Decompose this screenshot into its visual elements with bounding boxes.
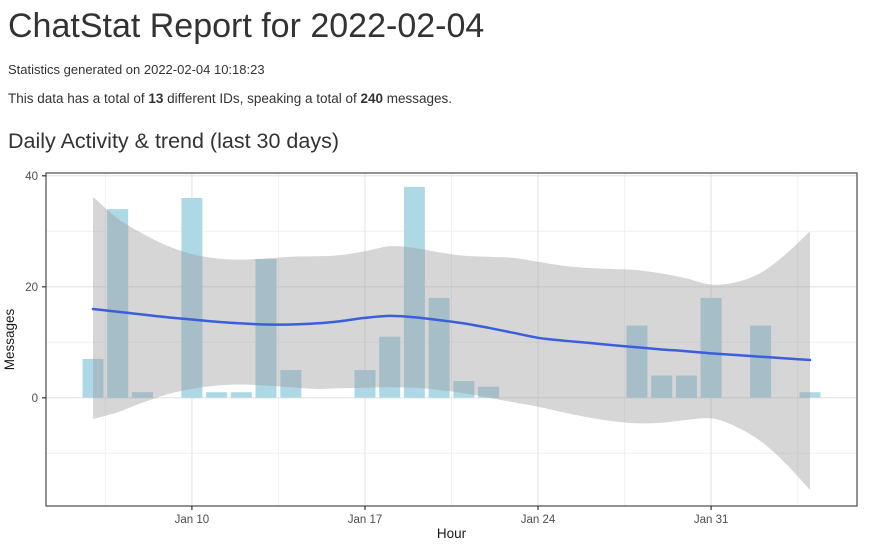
- x-tick-label: Jan 31: [694, 514, 729, 526]
- summary-middle: different IDs, speaking a total of: [163, 91, 361, 106]
- summary-id-count: 13: [148, 91, 164, 106]
- y-tick-label: 0: [32, 393, 38, 405]
- daily-activity-chart: Jan 10 Jan 17 Jan 24 Jan 31 0 20 40 Hour Message…: [2, 171, 858, 541]
- activity-bar: [354, 370, 376, 398]
- chart-container: Jan 10 Jan 17 Jan 24 Jan 31 0 20 40 Hour Message…: [0, 160, 874, 545]
- activity-bar: [107, 209, 129, 398]
- activity-bar: [675, 375, 697, 398]
- y-axis-title: Messages: [2, 308, 17, 370]
- generated-timestamp: Statistics generated on 2022-02-04 10:18…: [8, 62, 265, 77]
- summary-prefix: This data has a total of: [8, 91, 149, 106]
- report-page: ChatStat Report for 2022-02-04 Statistic…: [0, 0, 882, 154]
- activity-bar: [131, 392, 153, 398]
- activity-bar: [181, 198, 203, 398]
- activity-bar: [82, 358, 104, 398]
- activity-bar: [626, 325, 648, 398]
- activity-bar: [453, 381, 475, 398]
- activity-bar: [403, 186, 425, 398]
- y-tick-label: 40: [25, 171, 38, 183]
- activity-bar: [428, 297, 450, 398]
- activity-bar: [206, 392, 228, 398]
- activity-bar: [230, 392, 252, 398]
- confidence-band: [93, 196, 810, 490]
- section-title: Daily Activity & trend (last 30 days): [8, 129, 339, 153]
- summary-suffix: messages.: [383, 91, 453, 106]
- activity-bar: [799, 392, 821, 398]
- summary-message-count: 240: [360, 91, 384, 106]
- x-tick-label: Jan 17: [348, 514, 383, 526]
- x-tick-label: Jan 10: [175, 514, 210, 526]
- activity-bar: [700, 297, 722, 398]
- x-axis-title: Hour: [437, 526, 467, 541]
- activity-bar: [280, 370, 302, 398]
- activity-bar: [255, 259, 277, 398]
- activity-bar: [651, 375, 673, 398]
- activity-bar: [379, 336, 401, 398]
- activity-bar: [750, 325, 772, 398]
- x-tick-label: Jan 24: [521, 514, 556, 526]
- trend-line: [91, 307, 812, 362]
- y-tick-label: 20: [25, 282, 38, 294]
- page-title: ChatStat Report for 2022-02-04: [8, 7, 485, 45]
- summary-line: This data has a total of 13 different ID…: [8, 91, 874, 106]
- activity-bar: [478, 386, 500, 398]
- panel-border: [45, 172, 858, 507]
